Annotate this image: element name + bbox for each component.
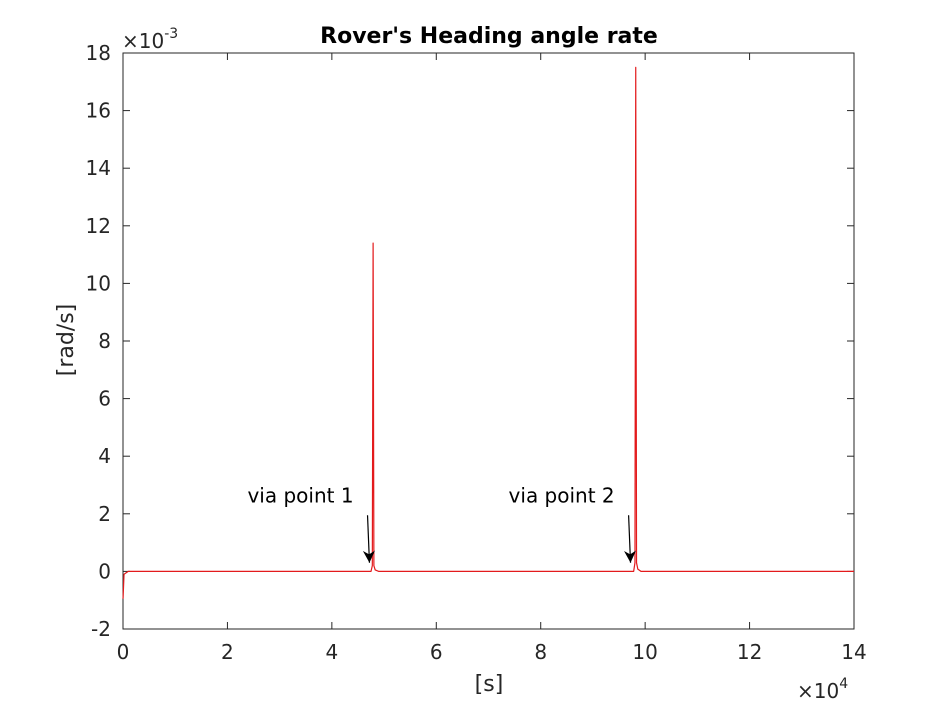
y-tick-label: 12 (86, 214, 111, 238)
y-tick-label: 4 (98, 444, 111, 468)
plot-frame (122, 52, 855, 630)
x-tick-label: 8 (534, 640, 547, 664)
y-tick-label: 10 (86, 271, 111, 295)
annotation-arrow-2 (624, 515, 637, 563)
y-tick-label: 2 (98, 502, 111, 526)
y-tick-label: 18 (86, 41, 111, 65)
y-tick-label: 14 (86, 156, 111, 180)
x-tick-label: 2 (221, 640, 234, 664)
y-exponent-power: -3 (164, 26, 178, 42)
x-exponent-base: ×10 (797, 679, 839, 703)
y-tick-label: 6 (98, 387, 111, 411)
annotation-text-1: via point 1 (247, 483, 353, 507)
y-axis-exponent: ×10-3 (122, 26, 178, 53)
x-tick-label: 14 (841, 640, 866, 664)
annotation-text-2: via point 2 (509, 483, 615, 507)
annotation-arrow-1 (362, 515, 375, 563)
x-axis-label: [s] (475, 672, 504, 697)
x-exponent-power: 4 (839, 676, 848, 692)
x-tick-label: 4 (325, 640, 338, 664)
x-axis-exponent: ×104 (797, 676, 848, 703)
chart-title: Rover's Heading angle rate (320, 24, 658, 49)
x-tick-label: 10 (632, 640, 657, 664)
x-tick-label: 0 (117, 640, 130, 664)
y-axis-label: [rad/s] (54, 304, 79, 377)
y-tick-label: 0 (98, 559, 111, 583)
annotations: via point 1 via point 2 (247, 483, 637, 563)
series-line-0 (122, 66, 854, 599)
y-exponent-base: ×10 (122, 29, 164, 53)
y-tick-label: 8 (98, 329, 111, 353)
x-tick-label: 6 (430, 640, 443, 664)
y-tick-label: 16 (86, 99, 111, 123)
series-group (122, 66, 854, 599)
y-tick-label: -2 (91, 617, 111, 641)
x-tick-label: 12 (737, 640, 762, 664)
